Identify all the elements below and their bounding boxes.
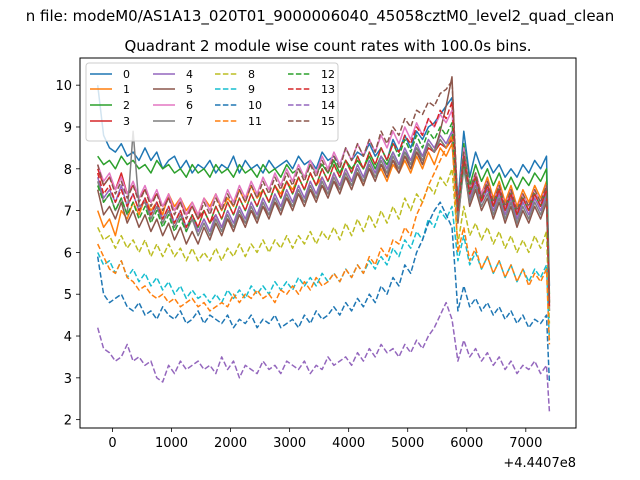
legend-label-5: 5 [186,83,193,96]
series-line-13 [96,101,551,307]
legend-label-12: 12 [321,68,335,81]
y-tick-label: 5 [64,288,72,303]
x-tick-label: 1000 [155,436,188,451]
series-line-2 [97,134,551,295]
series-line-8 [97,168,551,324]
legend-label-15: 15 [321,115,335,128]
x-tick-label: 7000 [509,436,542,451]
y-tick-label: 4 [64,330,72,345]
y-tick-label: 6 [64,246,72,261]
series-line-9 [97,205,551,341]
series-line-0 [96,85,551,286]
y-axis: 2 3 4 5 6 7 8 9 10 [55,79,80,429]
series-group [96,76,551,412]
legend-label-8: 8 [248,68,255,81]
series-line-10 [96,201,551,383]
series-line-11 [97,134,551,345]
legend-label-7: 7 [186,115,193,128]
x-tick-label: 4000 [332,436,365,451]
x-tick-label: 5000 [391,436,424,451]
x-axis: 0 1000 2000 3000 4000 5000 6000 7000 [108,428,542,451]
legend-label-9: 9 [248,83,255,96]
legend-label-0: 0 [123,68,130,81]
y-tick-label: 2 [64,414,72,429]
legend-label-14: 14 [321,99,335,112]
legend-frame [85,62,339,142]
legend-label-11: 11 [248,115,262,128]
series-line-14 [96,301,551,412]
series-line-12 [96,122,551,303]
legend-label-13: 13 [321,83,335,96]
legend-label-10: 10 [248,99,262,112]
series-line-7 [96,130,551,311]
x-tick-label: 2000 [214,436,247,451]
legend-label-4: 4 [186,68,193,81]
x-offset-label: +4.4407e8 [503,456,576,471]
y-tick-label: 8 [64,163,72,178]
legend-label-1: 1 [123,83,130,96]
y-tick-label: 10 [55,79,72,94]
series-line-15 [96,80,551,303]
x-tick-label: 0 [108,436,116,451]
y-tick-label: 9 [64,121,72,136]
plot-frame [79,57,577,429]
series-line-4 [96,130,551,307]
x-tick-label: 6000 [450,436,483,451]
chart-title: Quadrant 2 module wise count rates with … [124,37,531,55]
figure-suptitle: n file: modeM0/AS1A13_020T01_9000006040_… [26,7,615,26]
legend-label-2: 2 [123,99,130,112]
y-tick-label: 3 [64,372,72,387]
series-line-5 [96,76,551,311]
legend-label-6: 6 [186,99,193,112]
y-tick-label: 7 [64,205,72,220]
x-tick-label: 3000 [273,436,306,451]
legend-label-3: 3 [123,115,130,128]
